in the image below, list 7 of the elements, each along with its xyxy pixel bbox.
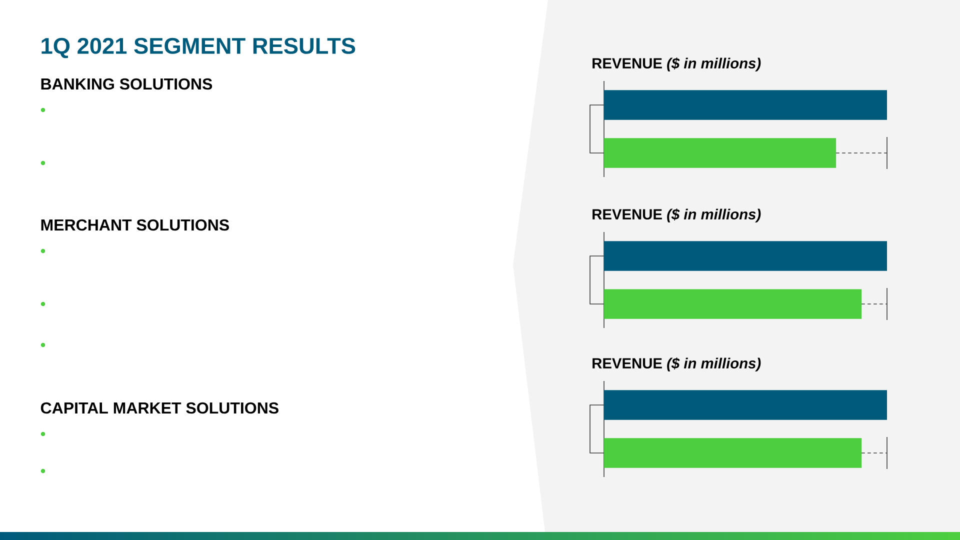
text: CAPITAL MARKET SOLUTIONS xyxy=(40,402,278,414)
text: 1Q 2021 SEGMENT RESULTS xyxy=(42,38,356,58)
chart-title: REVENUE ($ in millions) xyxy=(592,357,761,372)
chart-title: REVENUE ($ in millions) xyxy=(592,208,761,222)
text: BANKING SOLUTIONS xyxy=(41,78,212,90)
text: MERCHANT SOLUTIONS xyxy=(41,219,229,231)
chart-title: REVENUE ($ in millions) xyxy=(592,57,761,72)
